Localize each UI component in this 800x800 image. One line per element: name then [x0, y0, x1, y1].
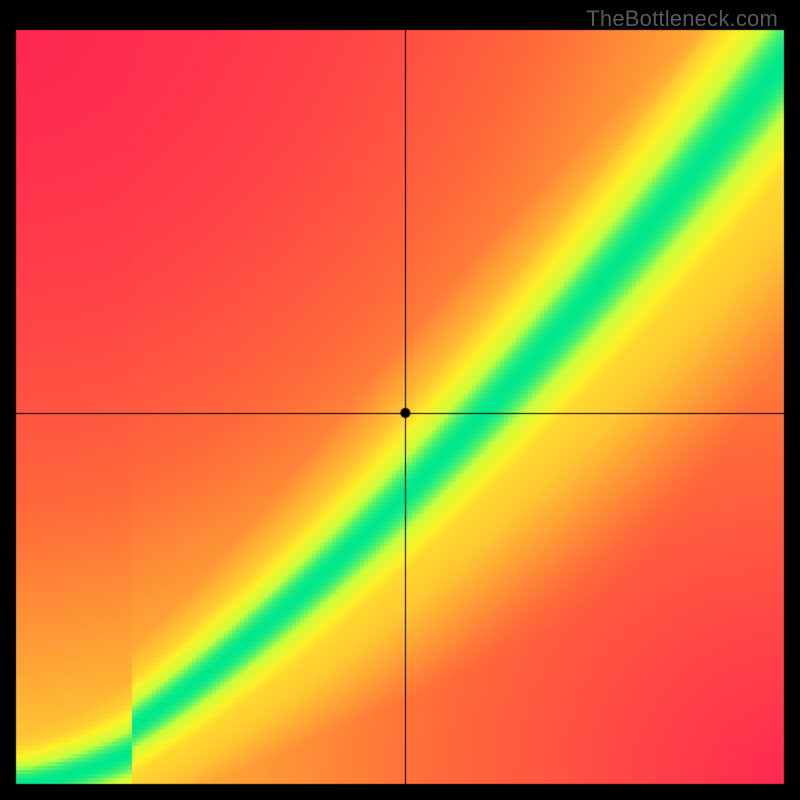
chart-container: TheBottleneck.com	[0, 0, 800, 800]
watermark-text: TheBottleneck.com	[586, 6, 778, 32]
heatmap-canvas	[0, 0, 800, 800]
